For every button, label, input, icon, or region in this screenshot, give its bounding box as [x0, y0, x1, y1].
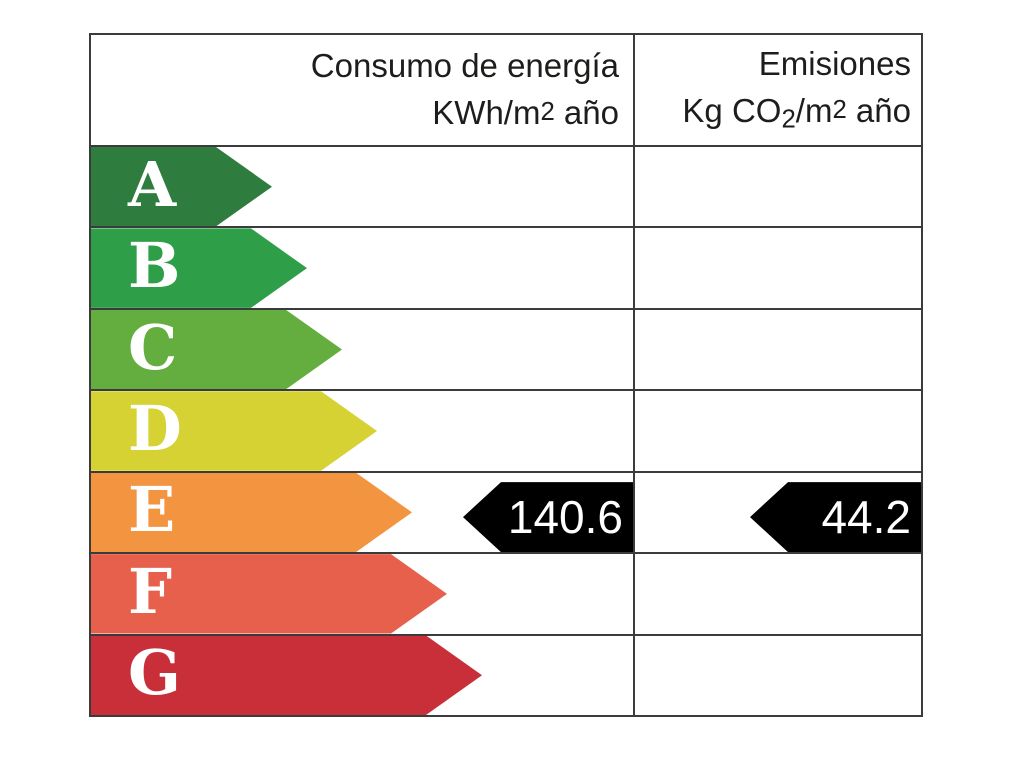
rating-letter: E [128, 473, 176, 547]
rating-row: D [91, 391, 921, 473]
rating-row: C [91, 309, 921, 392]
consumo-header: Consumo de energía KWh/m2 año [91, 35, 635, 145]
ratings-body: A B C D E [91, 147, 921, 715]
consumo-header-line2: KWh/m2 año [432, 94, 619, 131]
rating-row: A [91, 147, 921, 229]
consumo-cell: C [91, 309, 635, 390]
rating-row: E 140.6 44.2 [91, 472, 921, 555]
rating-row: F [91, 554, 921, 636]
rating-letter: A [128, 147, 177, 221]
emisiones-cell [635, 228, 921, 307]
rating-letter: B [128, 229, 181, 303]
indicator-arrow: 44.2 [750, 482, 921, 553]
emisiones-cell [635, 391, 921, 470]
emisiones-header: Emisiones Kg CO2/m2 año [635, 35, 921, 145]
emisiones-header-line2: Kg CO2/m2 año [682, 92, 911, 134]
indicator-value: 140.6 [507, 491, 623, 544]
rating-letter: G [128, 636, 181, 710]
emisiones-cell: 44.2 [635, 473, 921, 553]
rating-row: G [91, 635, 921, 715]
rating-arrow: A [91, 147, 272, 226]
emisiones-cell [635, 554, 921, 633]
indicator-value: 44.2 [821, 491, 911, 544]
subscript-2: 2 [781, 105, 796, 134]
rating-arrow: G [91, 636, 482, 715]
consumo-cell: A [91, 147, 635, 227]
table-header: Consumo de energía KWh/m2 año Emisiones … [91, 35, 921, 147]
rating-letter: C [128, 310, 178, 384]
rating-arrow: C [91, 310, 342, 389]
energy-rating-table: Consumo de energía KWh/m2 año Emisiones … [89, 33, 923, 717]
rating-arrow: D [91, 391, 377, 470]
rating-arrow: B [91, 228, 307, 307]
superscript-2: 2 [540, 98, 555, 127]
consumo-cell: G [91, 635, 635, 715]
consumo-header-line1: Consumo de energía [310, 47, 619, 85]
superscript-2: 2 [832, 96, 847, 125]
indicator-arrow: 140.6 [463, 482, 633, 553]
consumo-cell: D [91, 391, 635, 471]
rating-letter: F [128, 554, 173, 628]
emisiones-cell [635, 147, 921, 226]
rating-arrow: F [91, 554, 447, 633]
consumo-cell: F [91, 554, 635, 634]
emisiones-header-line1: Emisiones [758, 45, 911, 83]
emisiones-cell [635, 310, 921, 389]
rating-arrow: E [91, 473, 412, 552]
emisiones-cell [635, 636, 921, 715]
rating-letter: D [128, 391, 182, 465]
consumo-cell: E 140.6 [91, 472, 635, 553]
rating-row: B [91, 228, 921, 310]
consumo-cell: B [91, 228, 635, 308]
